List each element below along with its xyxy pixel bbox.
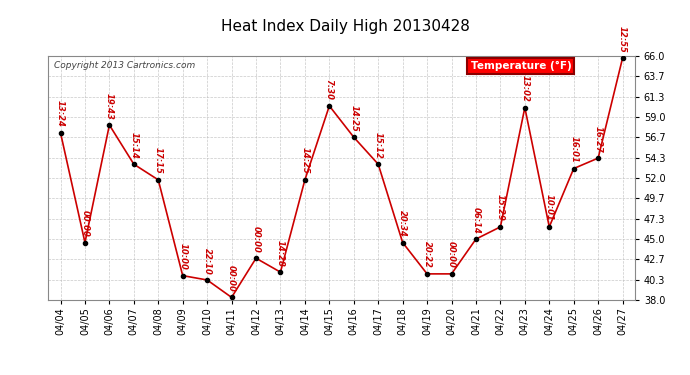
Text: 7:30: 7:30	[325, 80, 334, 100]
Text: 13:02: 13:02	[520, 75, 529, 102]
Text: 19:43: 19:43	[105, 93, 114, 120]
Text: 00:00: 00:00	[81, 210, 90, 237]
Text: 17:15: 17:15	[154, 147, 163, 174]
Text: 16:01: 16:01	[569, 136, 578, 163]
Text: 14:28: 14:28	[276, 240, 285, 267]
Text: Heat Index Daily High 20130428: Heat Index Daily High 20130428	[221, 19, 469, 34]
Text: 14:25: 14:25	[300, 147, 309, 174]
Text: 00:00: 00:00	[227, 265, 236, 292]
Text: 20:22: 20:22	[422, 242, 431, 268]
Text: 22:10: 22:10	[203, 248, 212, 274]
Text: 20:34: 20:34	[398, 210, 407, 237]
Text: 10:00: 10:00	[178, 243, 187, 270]
Text: 14:25: 14:25	[349, 105, 358, 132]
Text: 10:01: 10:01	[545, 195, 554, 221]
Text: 15:12: 15:12	[374, 132, 383, 159]
Text: 15:29: 15:29	[496, 195, 505, 221]
Text: 00:00: 00:00	[252, 226, 261, 253]
Text: 16:27: 16:27	[593, 126, 602, 153]
Text: Copyright 2013 Cartronics.com: Copyright 2013 Cartronics.com	[55, 61, 195, 70]
Text: Temperature (°F): Temperature (°F)	[471, 61, 571, 71]
Text: 15:14: 15:14	[129, 132, 138, 159]
Text: 12:55: 12:55	[618, 26, 627, 53]
Text: 13:24: 13:24	[56, 100, 65, 127]
Text: 06:14: 06:14	[471, 207, 480, 234]
Text: 00:00: 00:00	[447, 242, 456, 268]
